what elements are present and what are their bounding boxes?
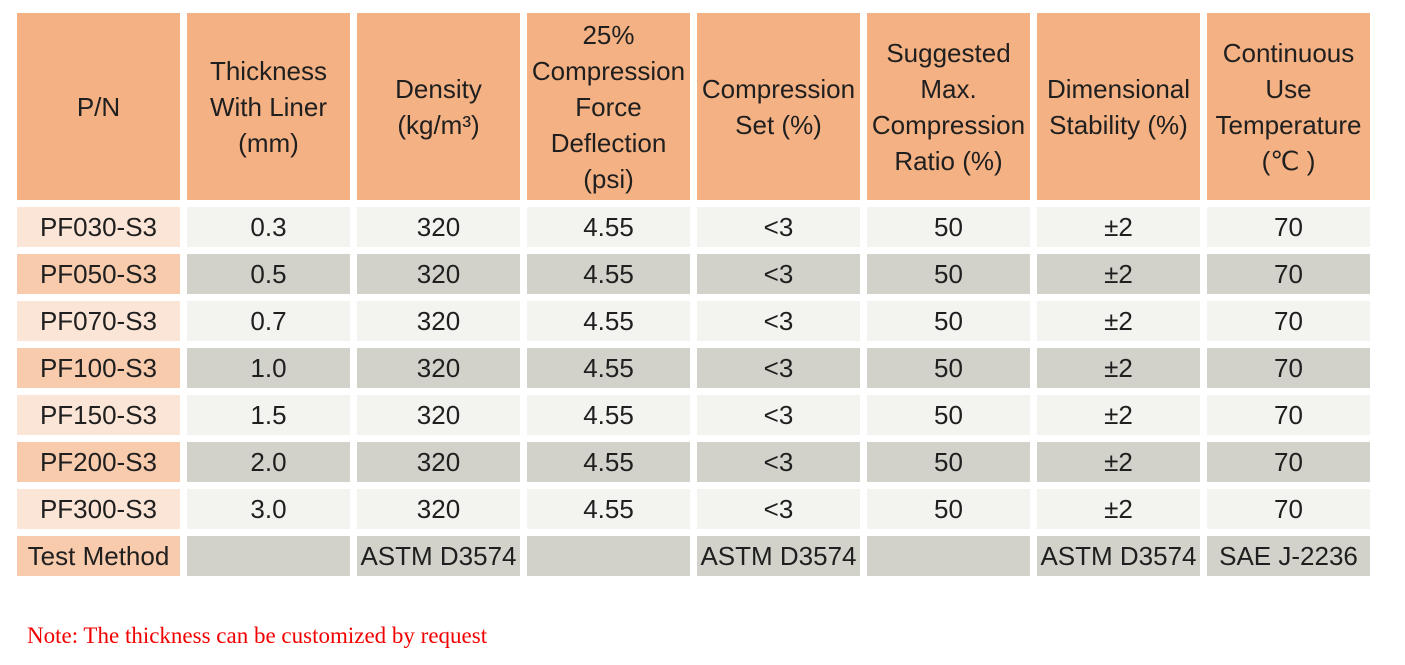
density-cell: 320 [357, 254, 520, 294]
temperature-cell: 70 [1207, 348, 1370, 388]
thickness-note: Note: The thickness can be customized by… [27, 623, 488, 648]
pn-cell: PF070-S3 [17, 301, 180, 341]
pn-cell: PF150-S3 [17, 395, 180, 435]
thickness-cell: 2.0 [187, 442, 350, 482]
table-row-pf150: PF150-S3 1.5 320 4.55 <3 50 ±2 70 [17, 395, 1370, 435]
spec-table: P/N Thickness With Liner (mm) Density (k… [10, 6, 1377, 583]
dimensional-stability-cell: ±2 [1037, 348, 1200, 388]
header-row: P/N Thickness With Liner (mm) Density (k… [17, 13, 1370, 200]
density-cell: 320 [357, 207, 520, 247]
pn-cell: PF030-S3 [17, 207, 180, 247]
dimensional-stability-cell: ±2 [1037, 489, 1200, 529]
cfd-cell: 4.55 [527, 207, 690, 247]
compression-set-cell: <3 [697, 254, 860, 294]
table-row-pf050: PF050-S3 0.5 320 4.55 <3 50 ±2 70 [17, 254, 1370, 294]
cfd-cell: 4.55 [527, 348, 690, 388]
temperature-cell: 70 [1207, 207, 1370, 247]
dimensional-stability-cell: ±2 [1037, 301, 1200, 341]
thickness-cell: 0.3 [187, 207, 350, 247]
compression-set-cell: <3 [697, 301, 860, 341]
test-method-row: Test Method ASTM D3574 ASTM D3574 ASTM D… [17, 536, 1370, 576]
temperature-cell: 70 [1207, 254, 1370, 294]
table-row-pf070: PF070-S3 0.7 320 4.55 <3 50 ±2 70 [17, 301, 1370, 341]
max-ratio-cell: 50 [867, 442, 1030, 482]
test-method-temperature-cell: SAE J-2236 [1207, 536, 1370, 576]
compression-set-cell: <3 [697, 207, 860, 247]
cfd-cell: 4.55 [527, 442, 690, 482]
compression-set-cell: <3 [697, 489, 860, 529]
cfd-cell: 4.55 [527, 489, 690, 529]
temperature-cell: 70 [1207, 442, 1370, 482]
column-header-thickness: Thickness With Liner (mm) [187, 13, 350, 200]
table-row-pf200: PF200-S3 2.0 320 4.55 <3 50 ±2 70 [17, 442, 1370, 482]
table-row-pf100: PF100-S3 1.0 320 4.55 <3 50 ±2 70 [17, 348, 1370, 388]
thickness-cell: 0.5 [187, 254, 350, 294]
dimensional-stability-cell: ±2 [1037, 207, 1200, 247]
pn-cell: PF300-S3 [17, 489, 180, 529]
thickness-cell: 1.0 [187, 348, 350, 388]
temperature-cell: 70 [1207, 489, 1370, 529]
test-method-density-cell: ASTM D3574 [357, 536, 520, 576]
cfd-cell: 4.55 [527, 301, 690, 341]
column-header-density: Density (kg/m³) [357, 13, 520, 200]
density-cell: 320 [357, 489, 520, 529]
max-ratio-cell: 50 [867, 207, 1030, 247]
column-header-pn: P/N [17, 13, 180, 200]
pn-cell: PF100-S3 [17, 348, 180, 388]
spec-table-header: P/N Thickness With Liner (mm) Density (k… [17, 13, 1370, 200]
cfd-cell: 4.55 [527, 395, 690, 435]
thickness-cell: 1.5 [187, 395, 350, 435]
test-method-label-cell: Test Method [17, 536, 180, 576]
density-cell: 320 [357, 395, 520, 435]
column-header-continuous-use-temperature: Continuous Use Temperature (℃ ) [1207, 13, 1370, 200]
column-header-max-compression-ratio: Suggested Max. Compression Ratio (%) [867, 13, 1030, 200]
max-ratio-cell: 50 [867, 301, 1030, 341]
table-row-pf300: PF300-S3 3.0 320 4.55 <3 50 ±2 70 [17, 489, 1370, 529]
dimensional-stability-cell: ±2 [1037, 442, 1200, 482]
test-method-dimensional-stability-cell: ASTM D3574 [1037, 536, 1200, 576]
pn-cell: PF200-S3 [17, 442, 180, 482]
temperature-cell: 70 [1207, 301, 1370, 341]
column-header-compression-force-deflection: 25% Compression Force Deflection (psi) [527, 13, 690, 200]
dimensional-stability-cell: ±2 [1037, 395, 1200, 435]
spec-table-body: PF030-S3 0.3 320 4.55 <3 50 ±2 70 PF050-… [17, 207, 1370, 576]
column-header-compression-set: Compression Set (%) [697, 13, 860, 200]
test-method-thickness-cell [187, 536, 350, 576]
density-cell: 320 [357, 301, 520, 341]
cfd-cell: 4.55 [527, 254, 690, 294]
compression-set-cell: <3 [697, 395, 860, 435]
thickness-cell: 0.7 [187, 301, 350, 341]
compression-set-cell: <3 [697, 442, 860, 482]
max-ratio-cell: 50 [867, 348, 1030, 388]
pn-cell: PF050-S3 [17, 254, 180, 294]
test-method-max-ratio-cell [867, 536, 1030, 576]
density-cell: 320 [357, 442, 520, 482]
max-ratio-cell: 50 [867, 254, 1030, 294]
max-ratio-cell: 50 [867, 489, 1030, 529]
product-spec-sheet: P/N Thickness With Liner (mm) Density (k… [10, 6, 1377, 648]
table-row-pf030: PF030-S3 0.3 320 4.55 <3 50 ±2 70 [17, 207, 1370, 247]
column-header-dimensional-stability: Dimensional Stability (%) [1037, 13, 1200, 200]
density-cell: 320 [357, 348, 520, 388]
compression-set-cell: <3 [697, 348, 860, 388]
test-method-cfd-cell [527, 536, 690, 576]
max-ratio-cell: 50 [867, 395, 1030, 435]
test-method-compression-set-cell: ASTM D3574 [697, 536, 860, 576]
dimensional-stability-cell: ±2 [1037, 254, 1200, 294]
temperature-cell: 70 [1207, 395, 1370, 435]
thickness-cell: 3.0 [187, 489, 350, 529]
